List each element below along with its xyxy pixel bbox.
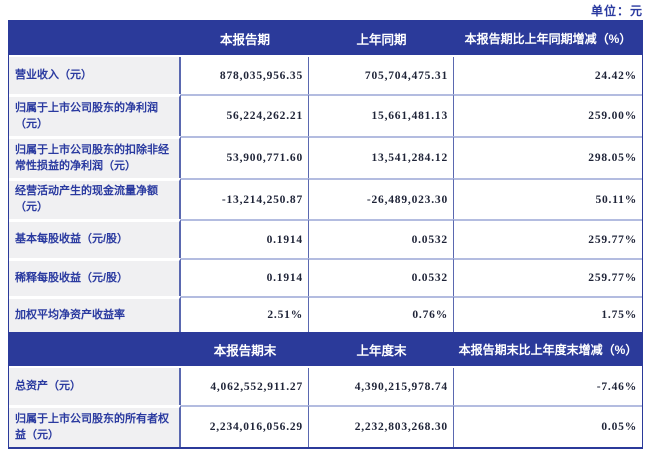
value-prior: 705,704,475.31 bbox=[309, 57, 454, 94]
header-prior-period: 上年同期 bbox=[356, 32, 407, 47]
table-row-net-profit: 归属于上市公司股东的净利润（元） 56,224,262.21 15,661,48… bbox=[9, 94, 642, 136]
value-current: 0.1914 bbox=[181, 258, 309, 296]
row-label: 营业收入（元） bbox=[9, 57, 181, 94]
value-current: 4,062,552,911.27 bbox=[181, 368, 309, 405]
value-change: 1.75% bbox=[454, 296, 642, 332]
header-prior-year-end: 上年度末 bbox=[356, 343, 407, 358]
table-row-diluted-eps: 稀释每股收益（元/股） 0.1914 0.0532 259.77% bbox=[9, 258, 642, 296]
table-row-total-assets: 总资产（元） 4,062,552,911.27 4,390,215,978.74… bbox=[9, 368, 642, 405]
value-prior: 13,541,284.12 bbox=[309, 136, 454, 178]
row-label: 归属于上市公司股东的扣除非经常性损益的净利润（元） bbox=[9, 136, 181, 178]
unit-label: 单位：元 bbox=[590, 4, 643, 18]
header-period-end: 本报告期末 bbox=[213, 343, 277, 358]
value-prior: 0.76% bbox=[309, 296, 454, 332]
header-change-percent: 本报告期比上年同期增减（%） bbox=[464, 31, 632, 46]
value-current: -13,214,250.87 bbox=[181, 178, 309, 219]
header-change-percent: 本报告期末比上年度末增减（%） bbox=[458, 342, 638, 357]
table-row-weighted-roe: 加权平均净资产收益率 2.51% 0.76% 1.75% bbox=[9, 296, 642, 332]
value-prior: 2,232,803,268.30 bbox=[309, 405, 454, 447]
row-label: 归属于上市公司股东的净利润（元） bbox=[9, 94, 181, 136]
value-change: -7.46% bbox=[596, 380, 637, 393]
value-change: 24.42% bbox=[594, 69, 637, 82]
value-prior: 15,661,481.13 bbox=[309, 94, 454, 136]
value-current: 56,224,262.21 bbox=[181, 94, 309, 136]
value-prior: 0.0532 bbox=[309, 219, 454, 258]
row-label: 归属于上市公司股东的所有者权益（元） bbox=[9, 405, 181, 447]
value-current: 2,234,016,056.29 bbox=[181, 405, 309, 447]
value-change: 298.05% bbox=[454, 136, 642, 178]
value-change: 50.11% bbox=[454, 178, 642, 219]
value-current: 878,035,956.35 bbox=[181, 57, 309, 94]
section2-header-row: 本报告期末 上年度末 本报告期末比上年度末增减（%） bbox=[9, 332, 642, 368]
value-current: 0.1914 bbox=[181, 219, 309, 258]
value-prior: 0.0532 bbox=[309, 258, 454, 296]
table-row-revenue: 营业收入（元） 878,035,956.35 705,704,475.31 24… bbox=[9, 57, 642, 94]
value-change: 0.05% bbox=[454, 405, 642, 447]
value-prior: 4,390,215,978.74 bbox=[309, 368, 454, 405]
table-row-operating-cash-flow: 经营活动产生的现金流量净额（元） -13,214,250.87 -26,489,… bbox=[9, 178, 642, 219]
row-label: 总资产（元） bbox=[9, 368, 181, 405]
value-current: 2.51% bbox=[181, 296, 309, 332]
header-current-period: 本报告期 bbox=[219, 32, 270, 47]
section2-body: 总资产（元） 4,062,552,911.27 4,390,215,978.74… bbox=[9, 368, 642, 447]
row-label: 基本每股收益（元/股） bbox=[9, 219, 181, 258]
table-row-shareholders-equity: 归属于上市公司股东的所有者权益（元） 2,234,016,056.29 2,23… bbox=[9, 405, 642, 447]
value-change: 259.77% bbox=[454, 219, 642, 258]
key-financials-table: 本报告期 上年同期 本报告期比上年同期增减（%） 营业收入（元） 878,035… bbox=[8, 20, 643, 449]
table-row-net-profit-deducted: 归属于上市公司股东的扣除非经常性损益的净利润（元） 53,900,771.60 … bbox=[9, 136, 642, 178]
value-change: 259.00% bbox=[454, 94, 642, 136]
row-label: 加权平均净资产收益率 bbox=[9, 296, 181, 332]
value-change: 259.77% bbox=[454, 258, 642, 296]
value-current: 53,900,771.60 bbox=[181, 136, 309, 178]
row-label: 经营活动产生的现金流量净额（元） bbox=[9, 178, 181, 219]
table-row-basic-eps: 基本每股收益（元/股） 0.1914 0.0532 259.77% bbox=[9, 219, 642, 258]
section1-body: 营业收入（元） 878,035,956.35 705,704,475.31 24… bbox=[9, 57, 642, 332]
row-label: 稀释每股收益（元/股） bbox=[9, 258, 181, 296]
section1-header-row: 本报告期 上年同期 本报告期比上年同期增减（%） bbox=[9, 21, 642, 57]
value-prior: -26,489,023.30 bbox=[309, 178, 454, 219]
